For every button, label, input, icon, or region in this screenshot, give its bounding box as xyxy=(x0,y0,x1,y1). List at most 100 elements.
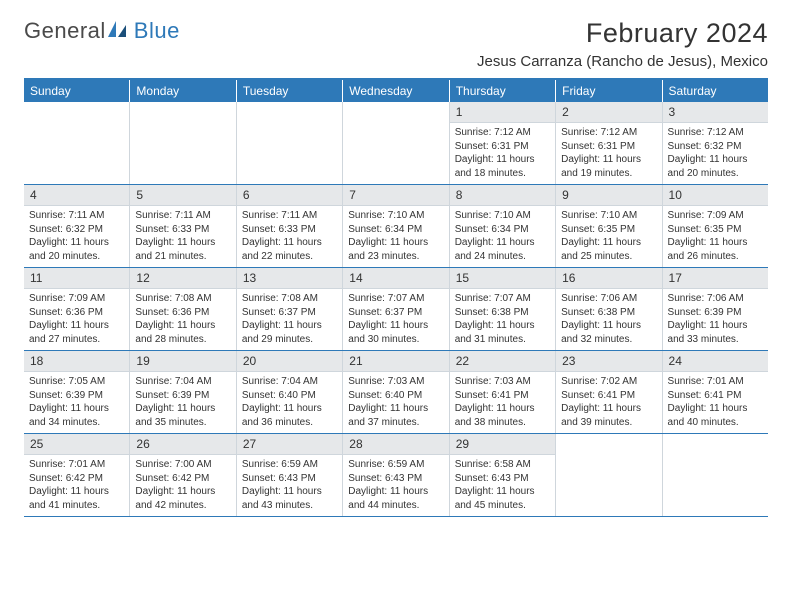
daylight-text-2: and 27 minutes. xyxy=(29,333,124,347)
day-cell: 2Sunrise: 7:12 AMSunset: 6:31 PMDaylight… xyxy=(556,102,662,184)
sunrise-text: Sunrise: 7:02 AM xyxy=(561,375,656,389)
day-details: Sunrise: 7:11 AMSunset: 6:33 PMDaylight:… xyxy=(237,206,342,266)
daylight-text-2: and 28 minutes. xyxy=(135,333,230,347)
daylight-text-2: and 33 minutes. xyxy=(668,333,763,347)
day-cell: 16Sunrise: 7:06 AMSunset: 6:38 PMDayligh… xyxy=(556,268,662,350)
daylight-text-2: and 30 minutes. xyxy=(348,333,443,347)
day-details: Sunrise: 7:08 AMSunset: 6:37 PMDaylight:… xyxy=(237,289,342,349)
day-details: Sunrise: 6:58 AMSunset: 6:43 PMDaylight:… xyxy=(450,455,555,515)
day-details: Sunrise: 7:11 AMSunset: 6:33 PMDaylight:… xyxy=(130,206,235,266)
sunrise-text: Sunrise: 7:11 AM xyxy=(242,209,337,223)
sunset-text: Sunset: 6:38 PM xyxy=(561,306,656,320)
daylight-text: Daylight: 11 hours xyxy=(455,153,550,167)
sunrise-text: Sunrise: 7:10 AM xyxy=(348,209,443,223)
sunrise-text: Sunrise: 7:03 AM xyxy=(455,375,550,389)
week-row: 25Sunrise: 7:01 AMSunset: 6:42 PMDayligh… xyxy=(24,434,768,517)
day-details: Sunrise: 7:11 AMSunset: 6:32 PMDaylight:… xyxy=(24,206,129,266)
day-cell: 13Sunrise: 7:08 AMSunset: 6:37 PMDayligh… xyxy=(237,268,343,350)
sunset-text: Sunset: 6:41 PM xyxy=(668,389,763,403)
day-number: 21 xyxy=(343,351,448,372)
daylight-text-2: and 25 minutes. xyxy=(561,250,656,264)
day-number: 22 xyxy=(450,351,555,372)
sunset-text: Sunset: 6:36 PM xyxy=(135,306,230,320)
sunrise-text: Sunrise: 7:12 AM xyxy=(668,126,763,140)
daylight-text: Daylight: 11 hours xyxy=(135,236,230,250)
sunrise-text: Sunrise: 7:01 AM xyxy=(29,458,124,472)
daylight-text-2: and 35 minutes. xyxy=(135,416,230,430)
daylight-text: Daylight: 11 hours xyxy=(29,236,124,250)
sunset-text: Sunset: 6:31 PM xyxy=(455,140,550,154)
sunset-text: Sunset: 6:37 PM xyxy=(242,306,337,320)
day-number: 10 xyxy=(663,185,768,206)
sunrise-text: Sunrise: 7:11 AM xyxy=(135,209,230,223)
week-row: 11Sunrise: 7:09 AMSunset: 6:36 PMDayligh… xyxy=(24,268,768,351)
daylight-text-2: and 21 minutes. xyxy=(135,250,230,264)
day-number: 25 xyxy=(24,434,129,455)
sunset-text: Sunset: 6:40 PM xyxy=(348,389,443,403)
daylight-text: Daylight: 11 hours xyxy=(561,236,656,250)
daylight-text: Daylight: 11 hours xyxy=(668,153,763,167)
sunrise-text: Sunrise: 7:11 AM xyxy=(29,209,124,223)
daylight-text: Daylight: 11 hours xyxy=(348,319,443,333)
logo: General Blue xyxy=(24,18,180,44)
header: General Blue February 2024 Jesus Carranz… xyxy=(24,18,768,70)
daylight-text-2: and 42 minutes. xyxy=(135,499,230,513)
daylight-text-2: and 40 minutes. xyxy=(668,416,763,430)
daylight-text: Daylight: 11 hours xyxy=(29,319,124,333)
sunrise-text: Sunrise: 7:10 AM xyxy=(561,209,656,223)
day-cell: 12Sunrise: 7:08 AMSunset: 6:36 PMDayligh… xyxy=(130,268,236,350)
daylight-text: Daylight: 11 hours xyxy=(455,402,550,416)
day-cell: 4Sunrise: 7:11 AMSunset: 6:32 PMDaylight… xyxy=(24,185,130,267)
sunset-text: Sunset: 6:39 PM xyxy=(29,389,124,403)
daylight-text-2: and 34 minutes. xyxy=(29,416,124,430)
daylight-text: Daylight: 11 hours xyxy=(455,485,550,499)
day-number: 3 xyxy=(663,102,768,123)
daylight-text: Daylight: 11 hours xyxy=(455,319,550,333)
day-cell: 19Sunrise: 7:04 AMSunset: 6:39 PMDayligh… xyxy=(130,351,236,433)
weekday-header: Sunday xyxy=(24,80,130,102)
daylight-text: Daylight: 11 hours xyxy=(242,319,337,333)
weekday-header: Saturday xyxy=(663,80,768,102)
day-details: Sunrise: 7:08 AMSunset: 6:36 PMDaylight:… xyxy=(130,289,235,349)
day-number: 28 xyxy=(343,434,448,455)
sunset-text: Sunset: 6:43 PM xyxy=(348,472,443,486)
day-number: 5 xyxy=(130,185,235,206)
sunset-text: Sunset: 6:34 PM xyxy=(455,223,550,237)
title-block: February 2024 Jesus Carranza (Rancho de … xyxy=(477,18,768,70)
daylight-text-2: and 23 minutes. xyxy=(348,250,443,264)
sunrise-text: Sunrise: 7:06 AM xyxy=(561,292,656,306)
daylight-text: Daylight: 11 hours xyxy=(242,402,337,416)
sunset-text: Sunset: 6:40 PM xyxy=(242,389,337,403)
day-number: 9 xyxy=(556,185,661,206)
sunrise-text: Sunrise: 6:59 AM xyxy=(242,458,337,472)
daylight-text-2: and 37 minutes. xyxy=(348,416,443,430)
sunrise-text: Sunrise: 7:01 AM xyxy=(668,375,763,389)
day-details: Sunrise: 7:07 AMSunset: 6:37 PMDaylight:… xyxy=(343,289,448,349)
daylight-text: Daylight: 11 hours xyxy=(348,485,443,499)
day-details: Sunrise: 7:09 AMSunset: 6:35 PMDaylight:… xyxy=(663,206,768,266)
daylight-text-2: and 18 minutes. xyxy=(455,167,550,181)
daylight-text: Daylight: 11 hours xyxy=(242,236,337,250)
day-cell: 28Sunrise: 6:59 AMSunset: 6:43 PMDayligh… xyxy=(343,434,449,516)
sunset-text: Sunset: 6:36 PM xyxy=(29,306,124,320)
day-cell: 29Sunrise: 6:58 AMSunset: 6:43 PMDayligh… xyxy=(450,434,556,516)
day-details: Sunrise: 7:06 AMSunset: 6:38 PMDaylight:… xyxy=(556,289,661,349)
day-number: 23 xyxy=(556,351,661,372)
weekday-header: Monday xyxy=(130,80,236,102)
daylight-text-2: and 41 minutes. xyxy=(29,499,124,513)
sunrise-text: Sunrise: 7:03 AM xyxy=(348,375,443,389)
week-row: 4Sunrise: 7:11 AMSunset: 6:32 PMDaylight… xyxy=(24,185,768,268)
day-details: Sunrise: 7:12 AMSunset: 6:31 PMDaylight:… xyxy=(556,123,661,183)
location-subtitle: Jesus Carranza (Rancho de Jesus), Mexico xyxy=(477,53,768,70)
sunrise-text: Sunrise: 7:08 AM xyxy=(242,292,337,306)
daylight-text-2: and 26 minutes. xyxy=(668,250,763,264)
daylight-text: Daylight: 11 hours xyxy=(135,402,230,416)
calendar-page: General Blue February 2024 Jesus Carranz… xyxy=(0,0,792,529)
daylight-text: Daylight: 11 hours xyxy=(561,402,656,416)
daylight-text-2: and 36 minutes. xyxy=(242,416,337,430)
daylight-text-2: and 22 minutes. xyxy=(242,250,337,264)
sunset-text: Sunset: 6:43 PM xyxy=(242,472,337,486)
day-cell: 27Sunrise: 6:59 AMSunset: 6:43 PMDayligh… xyxy=(237,434,343,516)
day-details: Sunrise: 7:10 AMSunset: 6:34 PMDaylight:… xyxy=(343,206,448,266)
sunset-text: Sunset: 6:32 PM xyxy=(29,223,124,237)
